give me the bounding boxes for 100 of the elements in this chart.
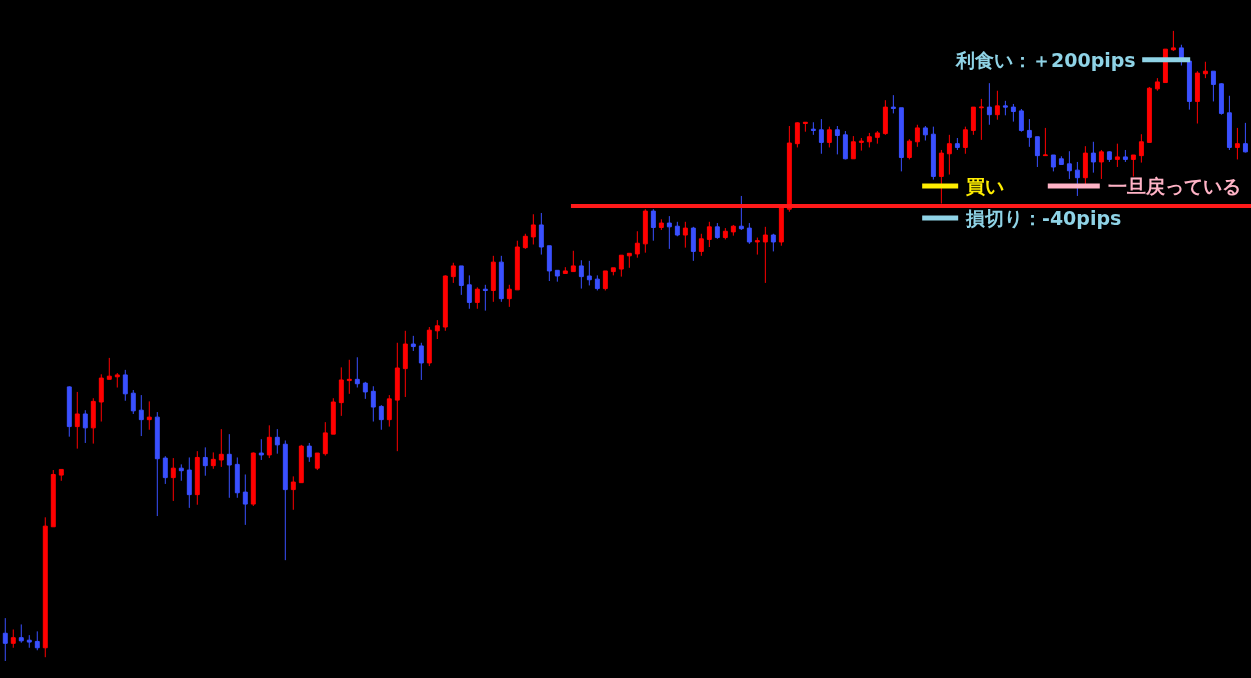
candlestick	[602, 270, 608, 291]
candlestick	[634, 230, 640, 259]
candlestick	[378, 404, 384, 431]
candlestick	[186, 456, 192, 509]
candlestick	[418, 342, 424, 381]
candlestick	[466, 274, 472, 310]
candlestick	[234, 456, 240, 499]
ref-line-label: 損切り：-40pips	[965, 207, 1122, 229]
candlestick	[1170, 30, 1176, 52]
ref-line-label: 買い	[965, 175, 1004, 197]
candlestick	[938, 149, 944, 205]
candlestick	[834, 125, 840, 155]
candlestick	[66, 385, 72, 438]
candlestick	[282, 439, 288, 561]
candlestick	[10, 628, 16, 649]
candlestick	[962, 126, 968, 155]
candlestick	[290, 475, 296, 511]
candlestick	[426, 326, 432, 367]
candlestick	[970, 106, 976, 136]
candlestick	[570, 250, 576, 273]
candlestick	[842, 130, 848, 160]
candlestick	[346, 359, 352, 395]
candlestick	[210, 451, 216, 470]
candlestick	[554, 269, 560, 283]
candlestick	[266, 424, 272, 459]
candlestick	[506, 284, 512, 308]
candlestick	[746, 222, 752, 245]
candlestick	[482, 284, 488, 312]
candlestick	[722, 227, 728, 240]
candlestick	[1082, 145, 1088, 185]
candlestick	[146, 400, 152, 431]
candlestick	[42, 516, 48, 658]
candlestick	[1050, 154, 1056, 172]
candlestick	[658, 218, 664, 231]
candlestick	[498, 255, 504, 303]
candlestick	[546, 245, 552, 282]
candlestick	[170, 457, 176, 502]
candlestick	[794, 121, 800, 148]
candlestick	[394, 342, 400, 452]
candlestick	[850, 135, 856, 160]
candlestick	[202, 446, 208, 477]
candlestick	[1002, 100, 1008, 116]
candlestick	[162, 455, 168, 485]
candlestick	[738, 195, 744, 231]
candlestick	[410, 335, 416, 352]
candlestick	[1234, 127, 1240, 160]
candlestick	[578, 259, 584, 290]
candlestick	[1058, 155, 1064, 165]
candlestick	[74, 391, 80, 450]
candlestick	[402, 330, 408, 398]
candlestick	[954, 137, 960, 151]
candlestick	[594, 274, 600, 291]
candlestick	[442, 274, 448, 332]
candlestick	[50, 469, 56, 528]
candlestick	[178, 463, 184, 482]
candlestick	[890, 94, 896, 114]
candlestick	[138, 394, 144, 437]
candlestick	[978, 98, 984, 141]
candlestick	[810, 121, 816, 136]
candlestick	[690, 226, 696, 262]
candlestick	[362, 381, 368, 400]
candlestick	[858, 137, 864, 152]
candlestick	[34, 630, 40, 651]
candlestick	[530, 213, 536, 245]
candlestick	[106, 357, 112, 380]
candlestick	[786, 125, 792, 213]
candlestick	[1074, 161, 1080, 197]
candlestick	[1226, 95, 1232, 151]
candlestick	[706, 221, 712, 248]
candlestick	[458, 265, 464, 296]
candlestick	[586, 260, 592, 286]
candlestick	[474, 286, 480, 310]
candlestick	[1146, 86, 1152, 143]
candlestick	[522, 233, 528, 250]
candlestick	[682, 221, 688, 249]
candlestick	[994, 90, 1000, 121]
candlestick	[1026, 118, 1032, 148]
candlestick	[450, 262, 456, 284]
candlestick	[1090, 141, 1096, 174]
candlestick	[26, 634, 32, 649]
candlestick	[1034, 136, 1040, 168]
candlestick	[818, 118, 824, 155]
candlestick	[882, 99, 888, 136]
candlestick	[314, 452, 320, 471]
candlestick	[250, 451, 256, 507]
candlestick	[122, 369, 128, 402]
candlestick	[1202, 61, 1208, 79]
candlestick	[674, 221, 680, 237]
candlestick	[306, 442, 312, 463]
candlestick	[1186, 60, 1192, 111]
candlestick	[18, 623, 24, 644]
candlestick	[618, 254, 624, 278]
candlestick	[1098, 149, 1104, 180]
candlestick	[1018, 108, 1024, 133]
candlestick	[1010, 103, 1016, 123]
candlestick	[330, 397, 336, 435]
candlestick	[986, 82, 992, 126]
candlestick	[770, 233, 776, 252]
candlestick	[194, 450, 200, 506]
candlestick	[1122, 149, 1128, 163]
